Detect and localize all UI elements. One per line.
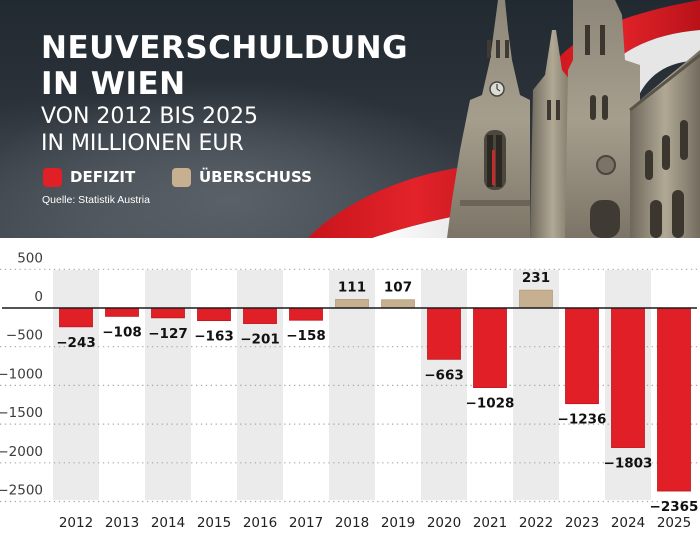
x-tick-label-2021: 2021	[473, 515, 507, 531]
y-tick-label: 500	[17, 250, 43, 266]
legend-item-deficit: DEFIZIT	[43, 167, 135, 187]
value-label-2015: −163	[194, 329, 234, 345]
bar-2014	[151, 307, 185, 319]
x-tick-label-2016: 2016	[243, 515, 277, 531]
value-label-2013: −108	[102, 324, 142, 340]
value-label-2020: −663	[424, 367, 464, 383]
x-tick-label-2020: 2020	[427, 515, 461, 531]
value-label-2025: −2365	[650, 499, 699, 515]
y-tick-label: 0	[34, 289, 43, 305]
value-label-2017: −158	[286, 328, 326, 344]
bar-2016	[243, 307, 277, 324]
y-tick-label: −2000	[0, 444, 43, 460]
bar-2020	[427, 307, 461, 360]
x-axis-ticks: 2012 2013 2014 2015 2016 2017 2018 2019 2020 2021…	[59, 515, 691, 531]
chart-plot-area: −243 −108 −127 −163 −201 −158 111 107 −663−1028 2…	[0, 250, 700, 531]
x-tick-label-2025: 2025	[657, 515, 691, 531]
source-note: Quelle: Statistik Austria	[42, 194, 150, 206]
value-label-2016: −201	[240, 332, 280, 348]
chart-subtitle-line-2: IN MILLIONEN EUR	[41, 131, 244, 156]
bar-2021	[473, 307, 507, 388]
bar-2012	[59, 307, 93, 328]
value-label-2022: 231	[522, 270, 550, 286]
x-tick-label-2015: 2015	[197, 515, 231, 531]
bar-chart: −243 −108 −127 −163 −201 −158 111 107 −663 −1028 2…	[0, 238, 700, 533]
x-tick-label-2017: 2017	[289, 515, 323, 531]
bar-2022	[519, 289, 553, 309]
bar-2013	[105, 307, 139, 317]
value-labels: −243 −108 −127 −163 −201 −158 111 107 −663−1028 2…	[56, 270, 698, 515]
bar-2025	[657, 307, 691, 492]
legend-label-surplus: ÜBERSCHUSS	[199, 167, 312, 186]
legend-label-deficit: DEFIZIT	[70, 167, 136, 186]
value-label-2012: −243	[56, 335, 96, 351]
x-tick-label-2022: 2022	[519, 515, 553, 531]
bar-2024	[611, 307, 645, 448]
value-label-2019: 107	[384, 280, 412, 296]
x-tick-label-2018: 2018	[335, 515, 369, 531]
bars	[59, 289, 691, 492]
x-tick-label-2012: 2012	[59, 515, 93, 531]
chart-title-line-2: IN WIEN	[41, 66, 186, 102]
value-label-2023: −1236	[558, 412, 607, 428]
x-tick-label-2013: 2013	[105, 515, 139, 531]
column-shade-2020	[421, 270, 467, 500]
legend-swatch-deficit	[43, 167, 62, 187]
header-illustration	[308, 0, 700, 238]
chart-title-line-1: NEUVERSCHULDUNG	[41, 30, 409, 66]
bar-2019	[381, 299, 415, 309]
x-tick-label-2014: 2014	[151, 515, 185, 531]
chart-subtitle-line-1: VON 2012 BIS 2025	[41, 104, 258, 129]
y-tick-label: −1500	[0, 405, 43, 421]
value-label-2018: 111	[338, 279, 366, 295]
header-banner: NEUVERSCHULDUNG IN WIEN VON 2012 BIS 202…	[0, 0, 700, 238]
x-tick-label-2024: 2024	[611, 515, 645, 531]
bar-2017	[289, 307, 323, 321]
y-tick-label: −1000	[0, 366, 43, 382]
y-tick-label: −500	[6, 328, 43, 344]
legend-swatch-surplus	[172, 167, 191, 187]
legend-item-surplus: ÜBERSCHUSS	[172, 167, 312, 187]
bar-2015	[197, 307, 231, 322]
bar-2018	[335, 299, 369, 309]
bar-2023	[565, 307, 599, 405]
value-label-2014: −127	[148, 326, 188, 342]
y-tick-label: −2500	[0, 483, 43, 499]
x-tick-label-2019: 2019	[381, 515, 415, 531]
value-label-2024: −1803	[604, 456, 653, 472]
value-label-2021: −1028	[466, 396, 515, 412]
x-tick-label-2023: 2023	[565, 515, 599, 531]
y-axis-ticks: 500 0 −500 −1000 −1500 −2000 −2500	[0, 250, 43, 498]
city-hall-building	[447, 0, 700, 238]
